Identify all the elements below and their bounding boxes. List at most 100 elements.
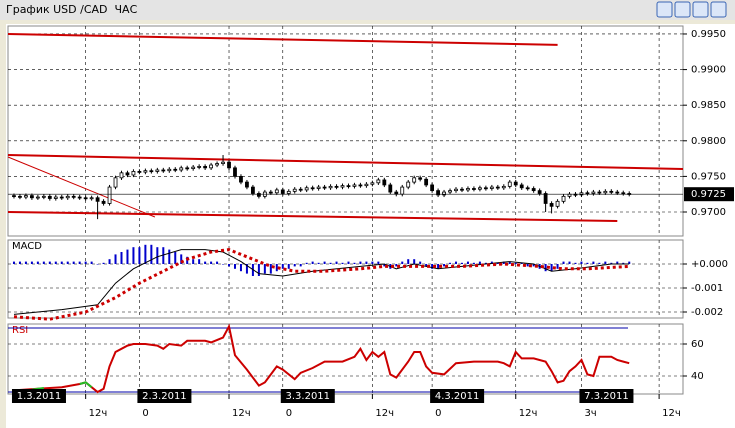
x-tick-label: 3ч <box>584 408 596 419</box>
candle-body <box>472 188 476 190</box>
candle-body <box>585 192 590 195</box>
close-button[interactable] <box>710 1 727 18</box>
candle-body <box>209 164 213 169</box>
candle-body <box>197 166 202 168</box>
candle-body <box>466 188 470 191</box>
candle-body <box>280 189 285 194</box>
candle-body <box>239 175 243 183</box>
macd-bar <box>84 261 87 264</box>
date-label: 7.3.2011 <box>584 391 629 402</box>
macd-bar <box>478 261 481 264</box>
macd-bar <box>168 249 171 264</box>
help-button[interactable] <box>656 1 673 18</box>
macd-bar <box>114 254 117 264</box>
macd-bar <box>365 261 368 264</box>
macd-bar <box>72 261 75 264</box>
candle-body <box>53 196 58 199</box>
candle-body <box>59 196 64 199</box>
candle-body <box>251 186 255 194</box>
y-tick-label: 40 <box>691 371 704 382</box>
candle-body <box>286 190 291 194</box>
macd-bar <box>574 262 577 264</box>
macd-bar <box>449 262 452 264</box>
candle-body <box>35 196 40 199</box>
last-price-label: 0.9725 <box>691 189 726 200</box>
window-title: График USD /CAD ЧАС <box>6 3 138 16</box>
candle-body <box>215 163 219 166</box>
macd-panel <box>7 239 684 319</box>
candle-body <box>107 186 112 204</box>
macd-bar <box>520 262 523 264</box>
candle-body <box>555 200 560 207</box>
candle-body <box>543 193 548 204</box>
macd-bar <box>144 244 147 264</box>
x-tick-label: 12ч <box>89 408 108 419</box>
candle-body <box>119 172 124 179</box>
candle-body <box>322 186 327 189</box>
candle-body <box>83 197 88 200</box>
macd-bar <box>293 264 296 267</box>
candle-body <box>101 200 106 204</box>
macd-bar <box>323 261 326 264</box>
macd-bar <box>192 259 195 264</box>
candle-body <box>609 190 614 193</box>
macd-bar <box>317 262 320 264</box>
candle-body <box>442 191 446 196</box>
candle-body <box>113 177 118 188</box>
window-buttons[interactable] <box>656 1 727 18</box>
macd-bar <box>263 264 266 274</box>
macd-bar <box>472 262 475 264</box>
candle-body <box>525 187 530 190</box>
date-box <box>137 389 192 403</box>
macd-bar <box>508 261 511 264</box>
macd-bar <box>36 261 39 264</box>
candle-body <box>460 188 464 191</box>
macd-bar <box>18 261 21 264</box>
macd-bar <box>120 252 123 264</box>
macd-bar <box>496 262 499 264</box>
macd-bar <box>568 261 571 264</box>
x-tick-label: 12ч <box>375 408 394 419</box>
macd-bar <box>550 264 553 272</box>
price-panel <box>7 25 684 237</box>
macd-bar <box>341 262 344 264</box>
macd-bar <box>138 247 141 264</box>
macd-bar <box>156 247 159 264</box>
candle-body <box>95 197 100 202</box>
restore-button[interactable] <box>692 1 709 18</box>
macd-bar <box>239 264 242 272</box>
macd-bar <box>616 261 619 264</box>
date-box <box>280 389 335 403</box>
minimize-button[interactable] <box>674 1 691 18</box>
x-tick-label: 12ч <box>519 408 538 419</box>
macd-bar <box>502 261 505 264</box>
macd-bar <box>437 264 440 269</box>
x-tick-label: 12ч <box>232 408 251 419</box>
macd-bar <box>108 259 111 264</box>
macd-bar <box>78 261 81 264</box>
macd-bar <box>30 261 33 264</box>
candle-body <box>615 191 620 194</box>
macd-bar <box>269 264 272 274</box>
candle-body <box>125 172 130 176</box>
candle-body <box>328 185 333 189</box>
candle-body <box>513 181 518 186</box>
macd-bar <box>425 264 428 267</box>
x-tick-label: 0 <box>286 408 292 419</box>
macd-bar <box>383 264 386 267</box>
candle-body <box>334 185 339 188</box>
date-label: 1.3.2011 <box>17 391 62 402</box>
candle-body <box>24 195 28 198</box>
macd-bar <box>90 261 93 264</box>
candle-body <box>430 184 435 192</box>
candle-body <box>519 184 524 189</box>
macd-bar <box>598 262 601 264</box>
macd-bar <box>204 261 207 264</box>
macd-bar <box>305 262 308 264</box>
candle-body <box>203 166 208 169</box>
candle-body <box>358 184 363 187</box>
y-tick-label: 0.9850 <box>691 100 726 111</box>
macd-bar <box>150 244 153 264</box>
macd-bar <box>66 261 69 264</box>
